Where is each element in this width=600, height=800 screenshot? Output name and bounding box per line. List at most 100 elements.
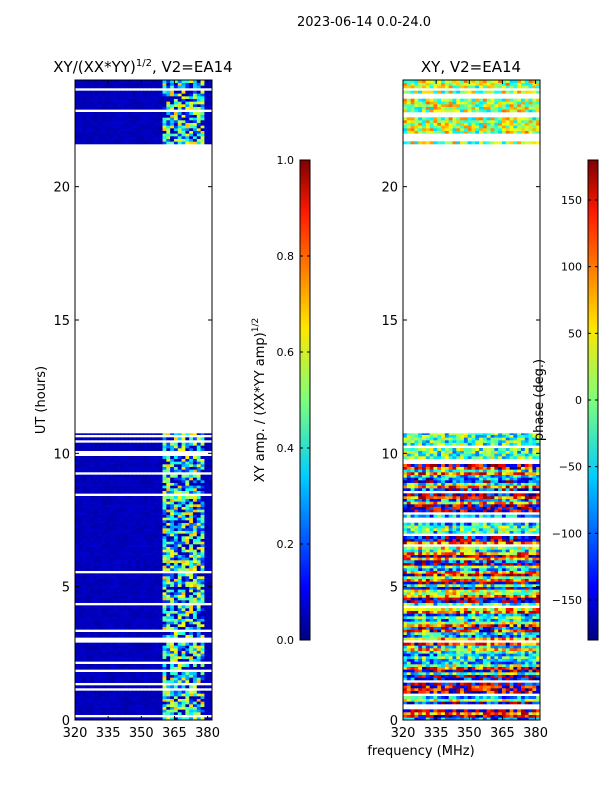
heatmap-cell: [158, 96, 163, 99]
heatmap-cell: [124, 674, 129, 678]
heatmap-cell: [166, 632, 171, 635]
heatmap-cell: [479, 698, 484, 702]
heatmap-cell: [471, 696, 476, 699]
heatmap-cell: [189, 568, 194, 571]
heatmap-cell: [109, 674, 114, 678]
heatmap-cell: [177, 557, 182, 561]
heatmap-cell: [143, 584, 148, 587]
heatmap-cell: [124, 589, 129, 593]
heatmap-cell: [509, 685, 514, 689]
heatmap-cell: [143, 469, 148, 473]
heatmap-cell: [86, 685, 91, 689]
heatmap-cell: [441, 682, 446, 686]
heatmap-cell: [78, 490, 84, 494]
heatmap-cell: [422, 656, 427, 659]
heatmap-cell: [425, 669, 431, 673]
heatmap-cell: [463, 653, 469, 657]
heatmap-cell: [414, 650, 419, 654]
heatmap-cell: [460, 688, 465, 691]
heatmap-cell: [94, 712, 99, 715]
heatmap-cell: [154, 613, 160, 617]
heatmap-cell: [185, 605, 190, 609]
heatmap-cell: [128, 594, 133, 598]
heatmap-cell: [82, 536, 87, 539]
heatmap-cell: [433, 717, 438, 720]
heatmap-cell: [151, 104, 156, 107]
heatmap-cell: [173, 509, 179, 513]
heatmap-cell: [139, 693, 144, 697]
heatmap-cell: [429, 672, 434, 675]
heatmap-cell: [208, 610, 212, 614]
heatmap-cell: [170, 506, 175, 510]
heatmap-cell: [132, 562, 137, 566]
heatmap-cell: [185, 600, 190, 603]
heatmap-cell: [177, 605, 182, 609]
heatmap-cell: [128, 474, 133, 478]
heatmap-cell: [154, 618, 160, 622]
heatmap-cell: [200, 80, 205, 83]
heatmap-cell: [192, 690, 198, 694]
heatmap-cell: [200, 568, 205, 571]
heatmap-cell: [132, 573, 137, 577]
heatmap-cell: [208, 485, 212, 489]
heatmap-cell: [162, 600, 167, 603]
heatmap-cell: [185, 485, 190, 489]
heatmap-cell: [200, 458, 205, 462]
heatmap-cell: [154, 501, 160, 505]
heatmap-cell: [166, 112, 171, 115]
heatmap-cell: [166, 517, 171, 521]
heatmap-cell: [151, 514, 156, 518]
heatmap-cell: [128, 578, 133, 582]
heatmap-cell: [162, 96, 167, 99]
heatmap-cell: [116, 538, 122, 542]
heatmap-cell: [113, 517, 118, 521]
heatmap-cell: [120, 130, 125, 134]
heatmap-cell: [105, 653, 110, 657]
heatmap-cell: [196, 98, 201, 102]
heatmap-cell: [75, 461, 80, 465]
heatmap-cell: [116, 496, 122, 499]
heatmap-cell: [124, 578, 129, 582]
heatmap-cell: [501, 674, 507, 678]
heatmap-cell: [173, 90, 179, 94]
heatmap-cell: [116, 525, 122, 529]
heatmap-cell: [204, 576, 209, 579]
heatmap-cell: [143, 461, 148, 465]
heatmap-cell: [406, 664, 412, 667]
heatmap-cell: [486, 690, 491, 694]
heatmap-cell: [94, 82, 99, 86]
heatmap-cell: [97, 433, 103, 435]
heatmap-cell: [433, 709, 438, 713]
heatmap-cell: [166, 613, 171, 617]
heatmap-cell: [185, 504, 190, 507]
heatmap-cell: [151, 530, 156, 534]
heatmap-cell: [204, 482, 209, 486]
heatmap-cell: [90, 93, 95, 97]
heatmap-cell: [128, 496, 133, 499]
heatmap-cell: [147, 576, 152, 579]
heatmap-cell: [78, 533, 84, 537]
heatmap-cell: [113, 642, 118, 646]
heatmap-cell: [524, 664, 529, 667]
heatmap-cell: [139, 466, 144, 470]
heatmap-cell: [196, 642, 201, 646]
heatmap-cell: [78, 528, 84, 531]
heatmap-cell: [86, 546, 91, 550]
heatmap-cell: [109, 504, 114, 507]
heatmap-cell: [147, 680, 152, 683]
heatmap-cell: [177, 674, 182, 678]
heatmap-cell: [113, 82, 118, 86]
heatmap-cell: [208, 562, 212, 566]
heatmap-cell: [173, 504, 179, 507]
heatmap-cell: [78, 650, 84, 654]
heatmap-cell: [170, 530, 175, 534]
heatmap-cell: [425, 664, 431, 667]
heatmap-cell: [433, 701, 438, 705]
heatmap-cell: [536, 685, 540, 689]
heatmap-cell: [90, 90, 95, 94]
heatmap-cell: [105, 501, 110, 505]
heatmap-cell: [200, 496, 205, 499]
heatmap-cell: [452, 701, 457, 705]
heatmap-cell: [444, 674, 450, 678]
heatmap-cell: [116, 592, 122, 595]
